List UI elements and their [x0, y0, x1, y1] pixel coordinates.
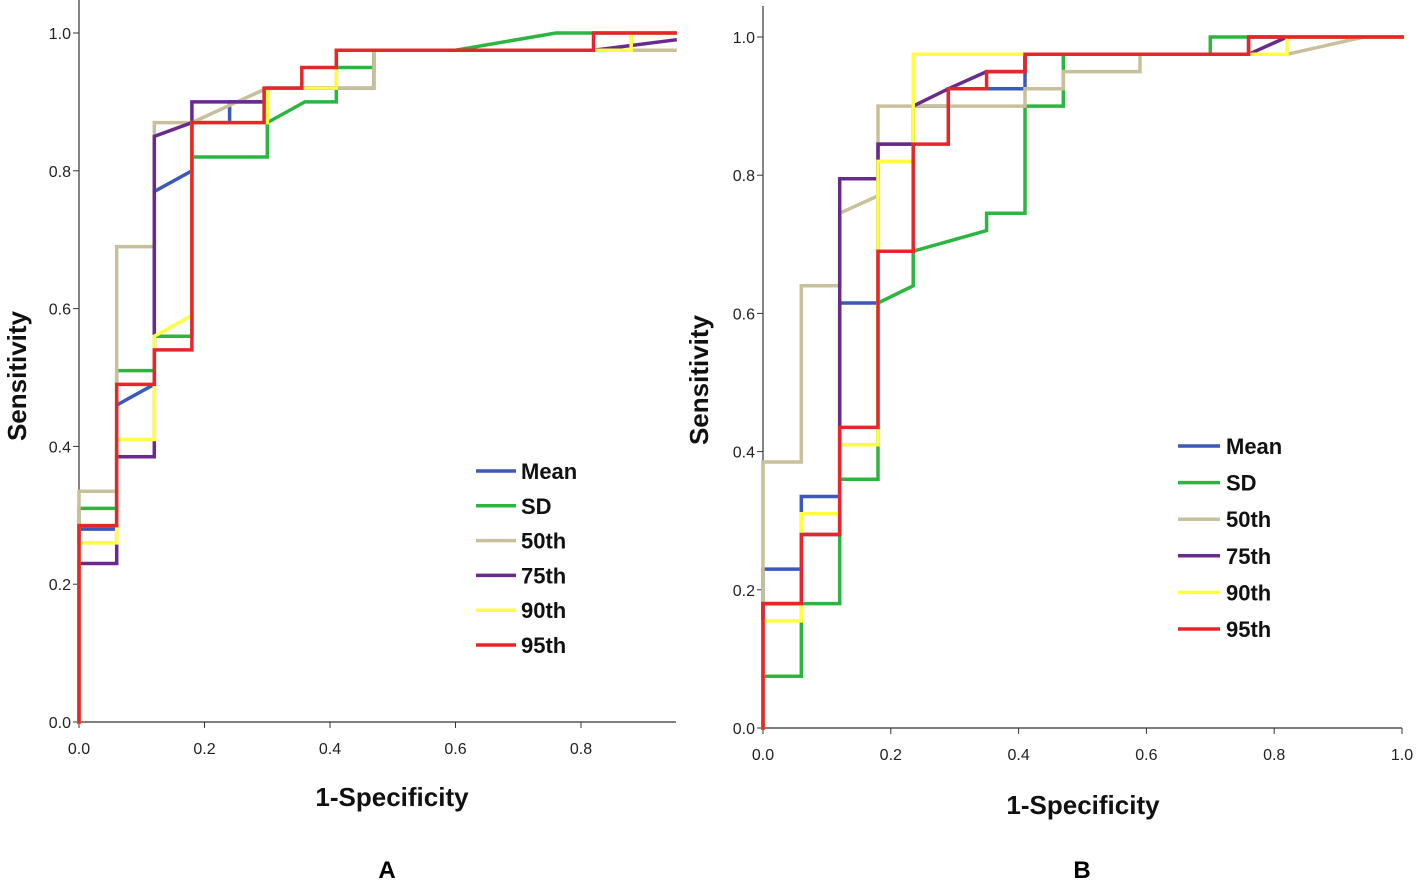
panel-b-legend-label-95th: 95th [1226, 617, 1271, 642]
panel-b-y-tick-label: 0.4 [733, 445, 755, 462]
panel-b-x-tick-label: 0.6 [1135, 747, 1157, 764]
panel-a: 0.0 0.2 0.4 0.6 0.8 1.0 0.0 0.2 0.4 0.6 0.8 1-Spec… [2, 0, 678, 884]
panel-b-ticks: 0.0 0.2 0.4 0.6 0.8 1.0 0.0 0.2 0.4 0.6 0.8 1.0 [733, 30, 1413, 764]
panel-a-series-90th [77, 31, 677, 724]
panel-b-x-tick-label: 1.0 [1391, 747, 1413, 764]
panel-a-legend: Mean SD 50th 75th 90th 95th [476, 459, 577, 658]
panel-a-y-tick-label: 0.0 [49, 715, 71, 732]
panel-a-x-tick-label: 0.8 [570, 741, 592, 758]
panel-b-series-50th [761, 35, 1404, 730]
panel-b-x-tick-label: 0.8 [1263, 747, 1285, 764]
panel-b-y-tick-label: 0.2 [733, 583, 755, 600]
panel-a-x-label: 1-Specificity [315, 782, 469, 812]
panel-a-legend-label-mean: Mean [521, 459, 577, 484]
panel-a-x-tick-label: 0.0 [68, 741, 90, 758]
panel-a-y-label: Sensitivity [2, 310, 32, 441]
panel-a-x-tick-label: 0.2 [193, 741, 215, 758]
panel-b-legend-label-mean: Mean [1226, 434, 1282, 459]
panel-a-label: A [378, 857, 395, 884]
panel-a-y-tick-label: 0.8 [49, 164, 71, 181]
panel-b-y-tick-label: 0.0 [733, 721, 755, 738]
panel-a-y-tick-label: 0.6 [49, 302, 71, 319]
panel-a-legend-label-75th: 75th [521, 563, 566, 588]
panel-a-series-75th [77, 37, 678, 724]
panel-a-series [77, 31, 678, 724]
panel-b-series-75th [761, 35, 1404, 730]
panel-a-x-tick-label: 0.6 [444, 741, 466, 758]
panel-b-x-label: 1-Specificity [1006, 790, 1160, 820]
panel-b: 0.0 0.2 0.4 0.6 0.8 1.0 0.0 0.2 0.4 0.6 0.8 1.0 1-S… [684, 6, 1413, 884]
panel-a-y-tick-label: 0.2 [49, 577, 71, 594]
panel-a-y-tick-label: 0.4 [49, 439, 71, 456]
panel-a-series-sd [77, 31, 677, 724]
panel-b-legend-label-75th: 75th [1226, 544, 1271, 569]
panel-b-legend-label-sd: SD [1226, 471, 1257, 496]
panel-b-y-tick-label: 0.6 [733, 306, 755, 323]
panel-a-legend-label-50th: 50th [521, 529, 566, 554]
panel-b-series [761, 35, 1404, 730]
panel-a-legend-label-95th: 95th [521, 633, 566, 658]
panel-b-series-mean [761, 35, 1404, 730]
panel-b-series-90th [761, 35, 1404, 730]
panel-b-series-sd [761, 35, 1404, 730]
panel-b-y-tick-label: 1.0 [733, 30, 755, 47]
panel-b-series-95th [761, 35, 1404, 730]
panel-a-legend-label-90th: 90th [521, 598, 566, 623]
panel-a-series-95th [77, 31, 677, 724]
panel-b-legend: Mean SD 50th 75th 90th 95th [1178, 434, 1282, 642]
panel-a-series-50th [77, 48, 677, 724]
panel-a-y-tick-label: 1.0 [49, 26, 71, 43]
panel-a-x-tick-label: 0.4 [319, 741, 341, 758]
panel-b-label: B [1073, 857, 1090, 884]
panel-b-x-tick-label: 0.4 [1007, 747, 1029, 764]
panel-b-y-label: Sensitivity [684, 314, 714, 445]
panel-b-y-tick-label: 0.8 [733, 168, 755, 185]
panel-a-series-mean [77, 31, 677, 724]
panel-a-legend-label-sd: SD [521, 494, 552, 519]
panel-b-legend-label-50th: 50th [1226, 507, 1271, 532]
panel-b-x-tick-label: 0.0 [752, 747, 774, 764]
panel-b-legend-label-90th: 90th [1226, 580, 1271, 605]
panel-a-ticks: 0.0 0.2 0.4 0.6 0.8 1.0 0.0 0.2 0.4 0.6 0.8 [49, 26, 592, 758]
panel-b-x-tick-label: 0.2 [880, 747, 902, 764]
